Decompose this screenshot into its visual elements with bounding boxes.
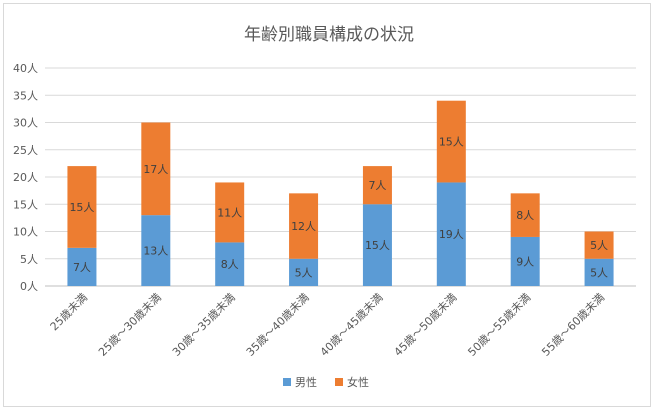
data-label: 15人: [439, 136, 464, 149]
y-tick-label: 15人: [13, 198, 38, 211]
data-label: 8人: [221, 258, 239, 271]
data-label: 15人: [69, 201, 94, 214]
x-tick-label: 25歳未満: [48, 291, 90, 333]
grid-lines: [45, 67, 636, 287]
y-tick-label: 10人: [13, 226, 38, 239]
data-label: 7人: [368, 179, 386, 192]
bar-male: [436, 182, 466, 286]
legend-swatch-female: [335, 378, 343, 386]
legend: 男性 女性: [283, 375, 369, 389]
bar-male: [289, 258, 319, 286]
y-tick-label: 5人: [20, 253, 38, 266]
y-tick-label: 40人: [13, 62, 38, 75]
bar-male: [510, 236, 540, 286]
data-label: 9人: [516, 255, 534, 268]
data-label: 7人: [73, 261, 91, 274]
y-tick-label: 25人: [13, 144, 38, 157]
y-tick-label: 30人: [13, 117, 38, 130]
data-label: 17人: [143, 163, 168, 176]
chart-title: 年齢別職員構成の状況: [244, 25, 414, 45]
bars: [67, 100, 614, 286]
y-tick-label: 35人: [13, 89, 38, 102]
bar-male: [141, 215, 171, 286]
bar-female: [362, 166, 392, 205]
x-tick-label: 25歳～30歳未満: [96, 291, 164, 359]
bar-female: [510, 193, 540, 237]
data-label: 5人: [590, 239, 608, 252]
x-axis-ticks: 25歳未満 25歳～30歳未満 30歳～35歳未満 35歳～40歳未満 40歳～45歳未…: [48, 291, 608, 359]
x-tick-label: 45歳～50歳未満: [392, 291, 460, 359]
bar-female: [141, 122, 171, 216]
legend-label: 男性: [295, 375, 317, 389]
data-label: 5人: [590, 266, 608, 279]
chart-frame: [3, 3, 651, 407]
bar-female: [215, 182, 245, 243]
data-label: 8人: [516, 209, 534, 222]
bar-male: [67, 247, 97, 286]
bar-female: [67, 166, 97, 248]
data-labels: 7人 15人 13人 17人 8人 11人 5人 12人 15人 7人 19人 15人 9人 8人 5人 5人: [69, 136, 608, 280]
x-tick-label: 55歳～60歳未満: [539, 291, 607, 359]
data-label: 12人: [291, 220, 316, 233]
x-tick-label: 30歳～35歳未満: [170, 291, 238, 359]
bar-male: [362, 204, 392, 286]
bar-female: [289, 193, 319, 259]
data-label: 5人: [295, 266, 313, 279]
y-tick-label: 20人: [13, 171, 38, 184]
bar-male: [584, 258, 614, 286]
data-label: 19人: [439, 228, 464, 241]
x-tick-label: 35歳～40歳未満: [244, 291, 312, 359]
x-tick-label: 40歳～45歳未満: [318, 291, 386, 359]
y-tick-label: 0人: [20, 280, 38, 293]
y-axis-ticks: 0人 5人 10人 15人 20人 25人 30人 35人 40人: [13, 62, 38, 293]
data-label: 11人: [217, 206, 242, 219]
bar-female: [584, 231, 614, 259]
data-label: 13人: [143, 245, 168, 258]
data-label: 15人: [365, 239, 390, 252]
legend-label: 女性: [347, 375, 369, 389]
bar-female: [436, 100, 466, 183]
x-tick-label: 50歳～55歳未満: [465, 291, 533, 359]
legend-swatch-male: [283, 378, 291, 386]
bar-male: [215, 242, 245, 286]
